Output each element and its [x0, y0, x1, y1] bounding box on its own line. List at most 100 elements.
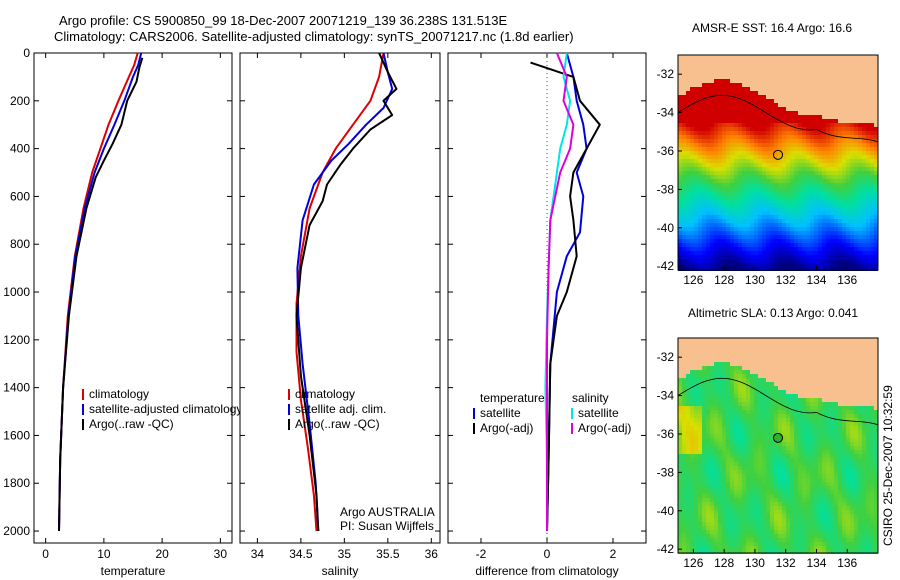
map-cell — [738, 215, 742, 219]
map-cell — [774, 394, 778, 398]
map-cell — [750, 263, 754, 267]
map-cell — [710, 119, 714, 123]
map-cell — [758, 147, 762, 151]
map-cell — [750, 235, 754, 239]
map-cell — [694, 498, 698, 502]
map-cell — [726, 386, 730, 390]
map-cell — [866, 243, 870, 247]
map-cell — [802, 398, 806, 402]
map-cell — [698, 267, 702, 271]
map-cell — [766, 111, 770, 115]
map-cell — [750, 251, 754, 255]
map-cell — [762, 422, 766, 426]
map-cell — [846, 235, 850, 239]
map-cell — [818, 139, 822, 143]
map-cell — [794, 223, 798, 227]
map-cell — [706, 454, 710, 458]
map-cell — [846, 410, 850, 414]
map-cell — [694, 382, 698, 386]
map-cell — [722, 71, 726, 75]
map-cell — [818, 362, 822, 366]
map-cell — [702, 374, 706, 378]
map-cell — [770, 179, 774, 183]
map-cell — [874, 418, 878, 422]
map-cell — [694, 135, 698, 139]
map-cell — [766, 346, 770, 350]
map-cell — [710, 458, 714, 462]
map-cell — [690, 79, 694, 83]
map-cell — [874, 107, 878, 111]
map-cell — [874, 255, 878, 259]
map-cell — [758, 374, 762, 378]
map-cell — [690, 183, 694, 187]
map-cell — [814, 191, 818, 195]
map-cell — [710, 199, 714, 203]
map-cell — [822, 446, 826, 450]
map-cell — [750, 127, 754, 131]
map-cell — [806, 63, 810, 67]
map-cell — [682, 474, 686, 478]
map-cell — [810, 183, 814, 187]
map-cell — [730, 382, 734, 386]
map-cell — [762, 143, 766, 147]
map-cell — [694, 131, 698, 135]
map-cell — [866, 211, 870, 215]
map-cell — [814, 139, 818, 143]
map-cell — [870, 370, 874, 374]
map-cell — [874, 342, 878, 346]
map-cell — [846, 490, 850, 494]
map-cell — [778, 374, 782, 378]
map-cell — [742, 382, 746, 386]
map-cell — [870, 183, 874, 187]
map-cell — [818, 462, 822, 466]
map-cell — [794, 59, 798, 63]
map-cell — [834, 235, 838, 239]
map-cell — [870, 342, 874, 346]
map-cell — [858, 127, 862, 131]
map-cell — [722, 59, 726, 63]
map-cell — [834, 171, 838, 175]
map-cell — [790, 191, 794, 195]
map-cell — [734, 263, 738, 267]
map-cell — [714, 354, 718, 358]
y-tick-label: -42 — [657, 259, 675, 273]
map-cell — [778, 103, 782, 107]
map-cell — [834, 486, 838, 490]
map-cell — [870, 79, 874, 83]
map-cell — [730, 378, 734, 382]
map-cell — [702, 386, 706, 390]
map-cell — [726, 259, 730, 263]
map-cell — [778, 223, 782, 227]
map-cell — [778, 458, 782, 462]
map-cell — [694, 251, 698, 255]
map-cell — [766, 442, 770, 446]
map-cell — [842, 123, 846, 127]
map-cell — [842, 155, 846, 159]
map-cell — [726, 418, 730, 422]
map-cell — [722, 498, 726, 502]
map-cell — [730, 450, 734, 454]
map-cell — [698, 175, 702, 179]
map-cell — [778, 422, 782, 426]
map-cell — [686, 247, 690, 251]
map-cell — [738, 255, 742, 259]
map-cell — [778, 450, 782, 454]
map-cell — [822, 219, 826, 223]
map-cell — [786, 418, 790, 422]
map-cell — [734, 111, 738, 115]
map-cell — [818, 422, 822, 426]
map-cell — [786, 350, 790, 354]
map-cell — [858, 203, 862, 207]
map-cell — [722, 83, 726, 87]
map-cell — [822, 386, 826, 390]
map-cell — [810, 374, 814, 378]
map-cell — [726, 394, 730, 398]
map-cell — [830, 454, 834, 458]
map-cell — [814, 235, 818, 239]
map-cell — [730, 454, 734, 458]
map-cell — [798, 99, 802, 103]
map-cell — [754, 135, 758, 139]
map-cell — [710, 243, 714, 247]
map-cell — [818, 438, 822, 442]
map-cell — [746, 119, 750, 123]
